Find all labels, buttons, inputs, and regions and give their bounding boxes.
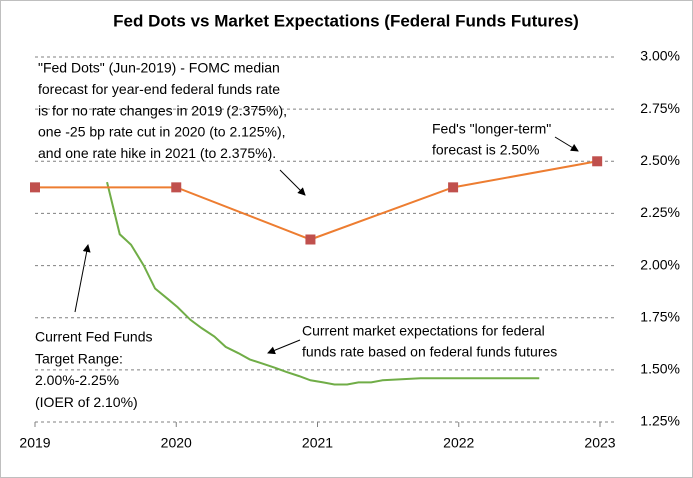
y-tick-label: 2.50% <box>640 152 680 168</box>
annotation: (IOER of 2.10%) <box>35 394 138 410</box>
annotation: forecast for year-end federal funds rate <box>38 81 280 97</box>
y-tick-label: 2.25% <box>640 204 680 220</box>
data-point <box>448 182 459 193</box>
annotation: "Fed Dots" (Jun-2019) - FOMC median <box>38 60 280 76</box>
annotation: 2.00%-2.25% <box>35 372 119 388</box>
y-tick-label: 1.75% <box>640 308 680 324</box>
arrow <box>554 136 579 152</box>
y-tick-label: 2.75% <box>640 100 680 116</box>
annotation: funds rate based on federal funds future… <box>302 344 557 360</box>
annotation: Current market expectations for federal <box>302 323 545 339</box>
series-line <box>106 181 540 386</box>
y-tick-label: 2.00% <box>640 256 680 272</box>
y-tick-label: 1.50% <box>640 361 680 377</box>
annotation: and one rate hike in 2021 (to 2.375%). <box>38 145 276 161</box>
annotation: one -25 bp rate cut in 2020 (to 2.125%), <box>38 124 286 140</box>
annotation: Target Range: <box>35 350 123 366</box>
data-point <box>30 182 40 193</box>
y-tick-label: 3.00% <box>640 48 680 64</box>
annotation: is for no rate changes in 2019 (2.375%), <box>38 102 287 118</box>
x-tick-label: 2019 <box>19 435 50 451</box>
x-tick-label: 2021 <box>302 435 333 451</box>
arrow <box>74 244 91 313</box>
annotation: Fed's "longer-term" <box>432 121 551 137</box>
arrow <box>267 339 301 355</box>
data-point <box>171 182 182 193</box>
x-tick-label: 2020 <box>161 435 192 451</box>
data-point <box>592 156 603 167</box>
x-tick-label: 2023 <box>584 435 615 451</box>
x-tick-label: 2022 <box>443 435 474 451</box>
chart-title: Fed Dots vs Market Expectations (Federal… <box>113 11 579 30</box>
arrow <box>279 169 306 196</box>
data-point <box>305 234 316 245</box>
y-tick-label: 1.25% <box>640 413 680 429</box>
annotation: forecast is 2.50% <box>432 142 539 158</box>
annotation: Current Fed Funds <box>35 329 153 345</box>
